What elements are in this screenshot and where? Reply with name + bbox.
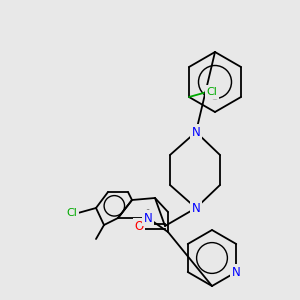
Text: N: N <box>232 266 241 278</box>
Text: N: N <box>192 125 200 139</box>
Text: N: N <box>144 212 152 224</box>
Text: Cl: Cl <box>207 87 218 97</box>
Text: N: N <box>192 202 200 214</box>
Text: O: O <box>134 220 144 232</box>
Text: Cl: Cl <box>67 208 77 218</box>
